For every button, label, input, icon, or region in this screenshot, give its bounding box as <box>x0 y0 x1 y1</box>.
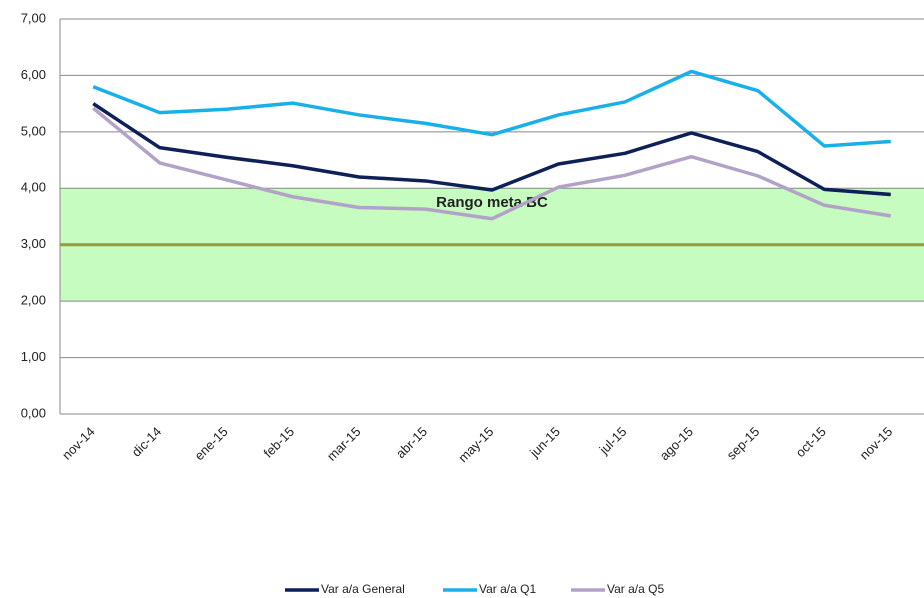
y-tick-label: 6,00 <box>21 67 46 82</box>
x-tick-label: feb-15 <box>260 424 297 461</box>
legend-label: Var a/a General <box>321 582 405 596</box>
series-line <box>92 102 891 197</box>
x-tick-label: nov-14 <box>59 424 98 463</box>
x-tick-label: abr-15 <box>393 424 430 461</box>
x-tick-label: dic-14 <box>129 424 165 460</box>
legend-label: Var a/a Q5 <box>607 582 664 596</box>
x-tick-label: may-15 <box>455 424 496 465</box>
y-tick-label: 7,00 <box>21 10 46 25</box>
y-tick-label: 4,00 <box>21 180 46 195</box>
band-label: Rango meta BC <box>436 194 548 211</box>
x-tick-label: mar-15 <box>324 424 364 464</box>
y-tick-label: 5,00 <box>21 123 46 138</box>
series-line <box>92 69 891 148</box>
legend-label: Var a/a Q1 <box>479 582 536 596</box>
y-tick-label: 0,00 <box>21 405 46 420</box>
y-tick-label: 1,00 <box>21 349 46 364</box>
series-line <box>92 106 892 221</box>
y-tick-label: 2,00 <box>21 293 46 308</box>
x-tick-label: nov-15 <box>857 424 896 463</box>
y-tick-label: 3,00 <box>21 236 46 251</box>
x-tick-label: jun-15 <box>526 424 563 461</box>
x-tick-label: ene-15 <box>191 424 230 463</box>
x-tick-label: ago-15 <box>657 424 696 463</box>
x-tick-label: sep-15 <box>724 424 763 463</box>
x-tick-label: oct-15 <box>793 424 829 460</box>
x-tick-label: jul-15 <box>596 424 630 458</box>
